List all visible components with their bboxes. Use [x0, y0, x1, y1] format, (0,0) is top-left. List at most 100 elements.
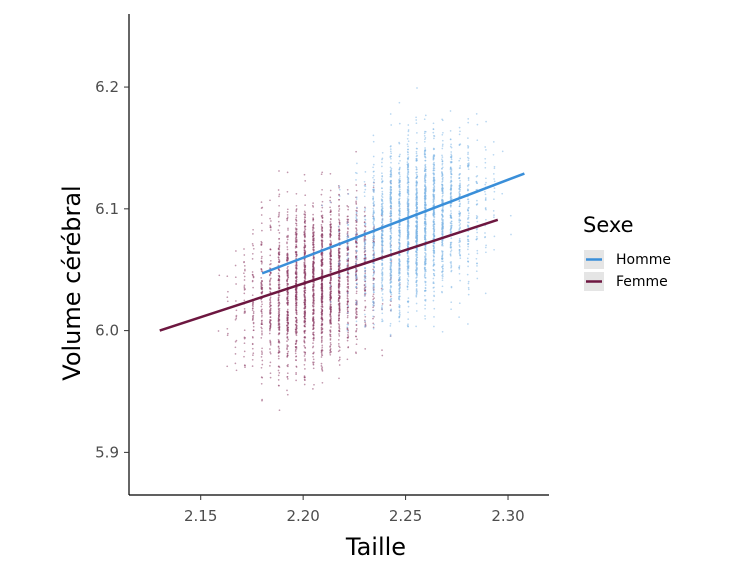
scatter-point	[356, 316, 358, 318]
scatter-point	[423, 266, 426, 269]
scatter-point	[312, 223, 315, 226]
scatter-point	[432, 224, 435, 227]
scatter-point	[424, 184, 426, 186]
scatter-point	[467, 245, 470, 248]
scatter-point	[277, 316, 280, 319]
scatter-point	[398, 205, 401, 208]
scatter-point	[338, 195, 341, 197]
scatter-point	[261, 327, 263, 330]
scatter-point	[390, 189, 393, 192]
scatter-point	[295, 265, 298, 268]
scatter-point	[416, 147, 418, 150]
scatter-point	[415, 253, 417, 256]
scatter-point	[269, 290, 271, 293]
scatter-point	[355, 262, 358, 265]
scatter-point	[312, 333, 314, 335]
scatter-point	[485, 120, 487, 123]
scatter-point	[320, 299, 323, 301]
scatter-point	[312, 243, 315, 246]
scatter-point	[337, 319, 340, 321]
scatter-point	[484, 193, 487, 196]
scatter-point	[337, 339, 340, 341]
scatter-point	[399, 260, 401, 263]
scatter-point	[286, 375, 289, 378]
scatter-point	[424, 114, 427, 117]
scatter-point	[433, 216, 436, 218]
scatter-point	[432, 273, 435, 275]
scatter-point	[381, 199, 383, 202]
scatter-point	[433, 246, 436, 249]
scatter-point	[449, 171, 452, 173]
scatter-point	[278, 204, 280, 207]
scatter-point	[235, 300, 237, 302]
scatter-point	[467, 323, 469, 325]
scatter-point	[476, 252, 479, 255]
scatter-point	[321, 256, 324, 258]
scatter-point	[424, 304, 426, 307]
scatter-point	[260, 201, 263, 203]
scatter-point	[372, 195, 374, 198]
scatter-point	[321, 272, 323, 275]
scatter-point	[398, 236, 401, 238]
scatter-point	[407, 134, 410, 136]
scatter-point	[252, 247, 255, 250]
scatter-point	[406, 271, 409, 274]
scatter-point	[329, 223, 332, 226]
scatter-point	[269, 199, 271, 202]
scatter-point	[295, 324, 298, 327]
scatter-point	[450, 172, 453, 175]
scatter-point	[252, 244, 254, 247]
scatter-point	[337, 290, 340, 293]
scatter-point	[261, 330, 263, 332]
scatter-point	[320, 354, 323, 356]
scatter-point	[295, 311, 298, 314]
scatter-point	[432, 156, 435, 158]
scatter-point	[355, 282, 358, 285]
scatter-point	[312, 294, 315, 297]
scatter-point	[372, 239, 375, 242]
scatter-point	[346, 233, 349, 236]
scatter-point	[475, 165, 478, 168]
scatter-point	[312, 229, 314, 232]
scatter-point	[338, 256, 341, 259]
scatter-point	[364, 299, 366, 302]
scatter-point	[467, 212, 470, 215]
scatter-point	[346, 295, 349, 298]
scatter-point	[320, 173, 323, 176]
scatter-point	[467, 147, 469, 149]
scatter-point	[313, 258, 315, 261]
scatter-point	[484, 292, 487, 295]
scatter-point	[320, 287, 323, 290]
scatter-point	[433, 325, 435, 328]
scatter-point	[467, 293, 470, 296]
scatter-point	[269, 316, 272, 318]
scatter-point	[269, 365, 271, 367]
scatter-point	[355, 201, 357, 204]
scatter-point	[485, 218, 487, 221]
scatter-point	[441, 181, 443, 183]
scatter-point	[243, 275, 246, 278]
scatter-point	[389, 166, 392, 169]
scatter-point	[252, 310, 255, 313]
scatter-point	[338, 252, 341, 254]
scatter-point	[459, 193, 462, 196]
scatter-point	[278, 347, 281, 350]
scatter-point	[261, 255, 263, 258]
scatter-point	[372, 265, 375, 267]
scatter-point	[321, 242, 323, 245]
scatter-point	[356, 221, 358, 223]
scatter-point	[381, 218, 384, 221]
scatter-point	[492, 210, 495, 212]
scatter-point	[459, 157, 462, 160]
scatter-point	[356, 254, 358, 257]
scatter-point	[346, 290, 349, 293]
scatter-point	[415, 285, 418, 288]
scatter-point	[251, 280, 254, 283]
scatter-point	[407, 305, 410, 308]
scatter-point	[260, 280, 263, 282]
scatter-point	[329, 285, 332, 287]
scatter-point	[424, 169, 426, 172]
scatter-point	[380, 205, 383, 208]
scatter-point	[484, 166, 487, 169]
scatter-point	[441, 143, 444, 146]
